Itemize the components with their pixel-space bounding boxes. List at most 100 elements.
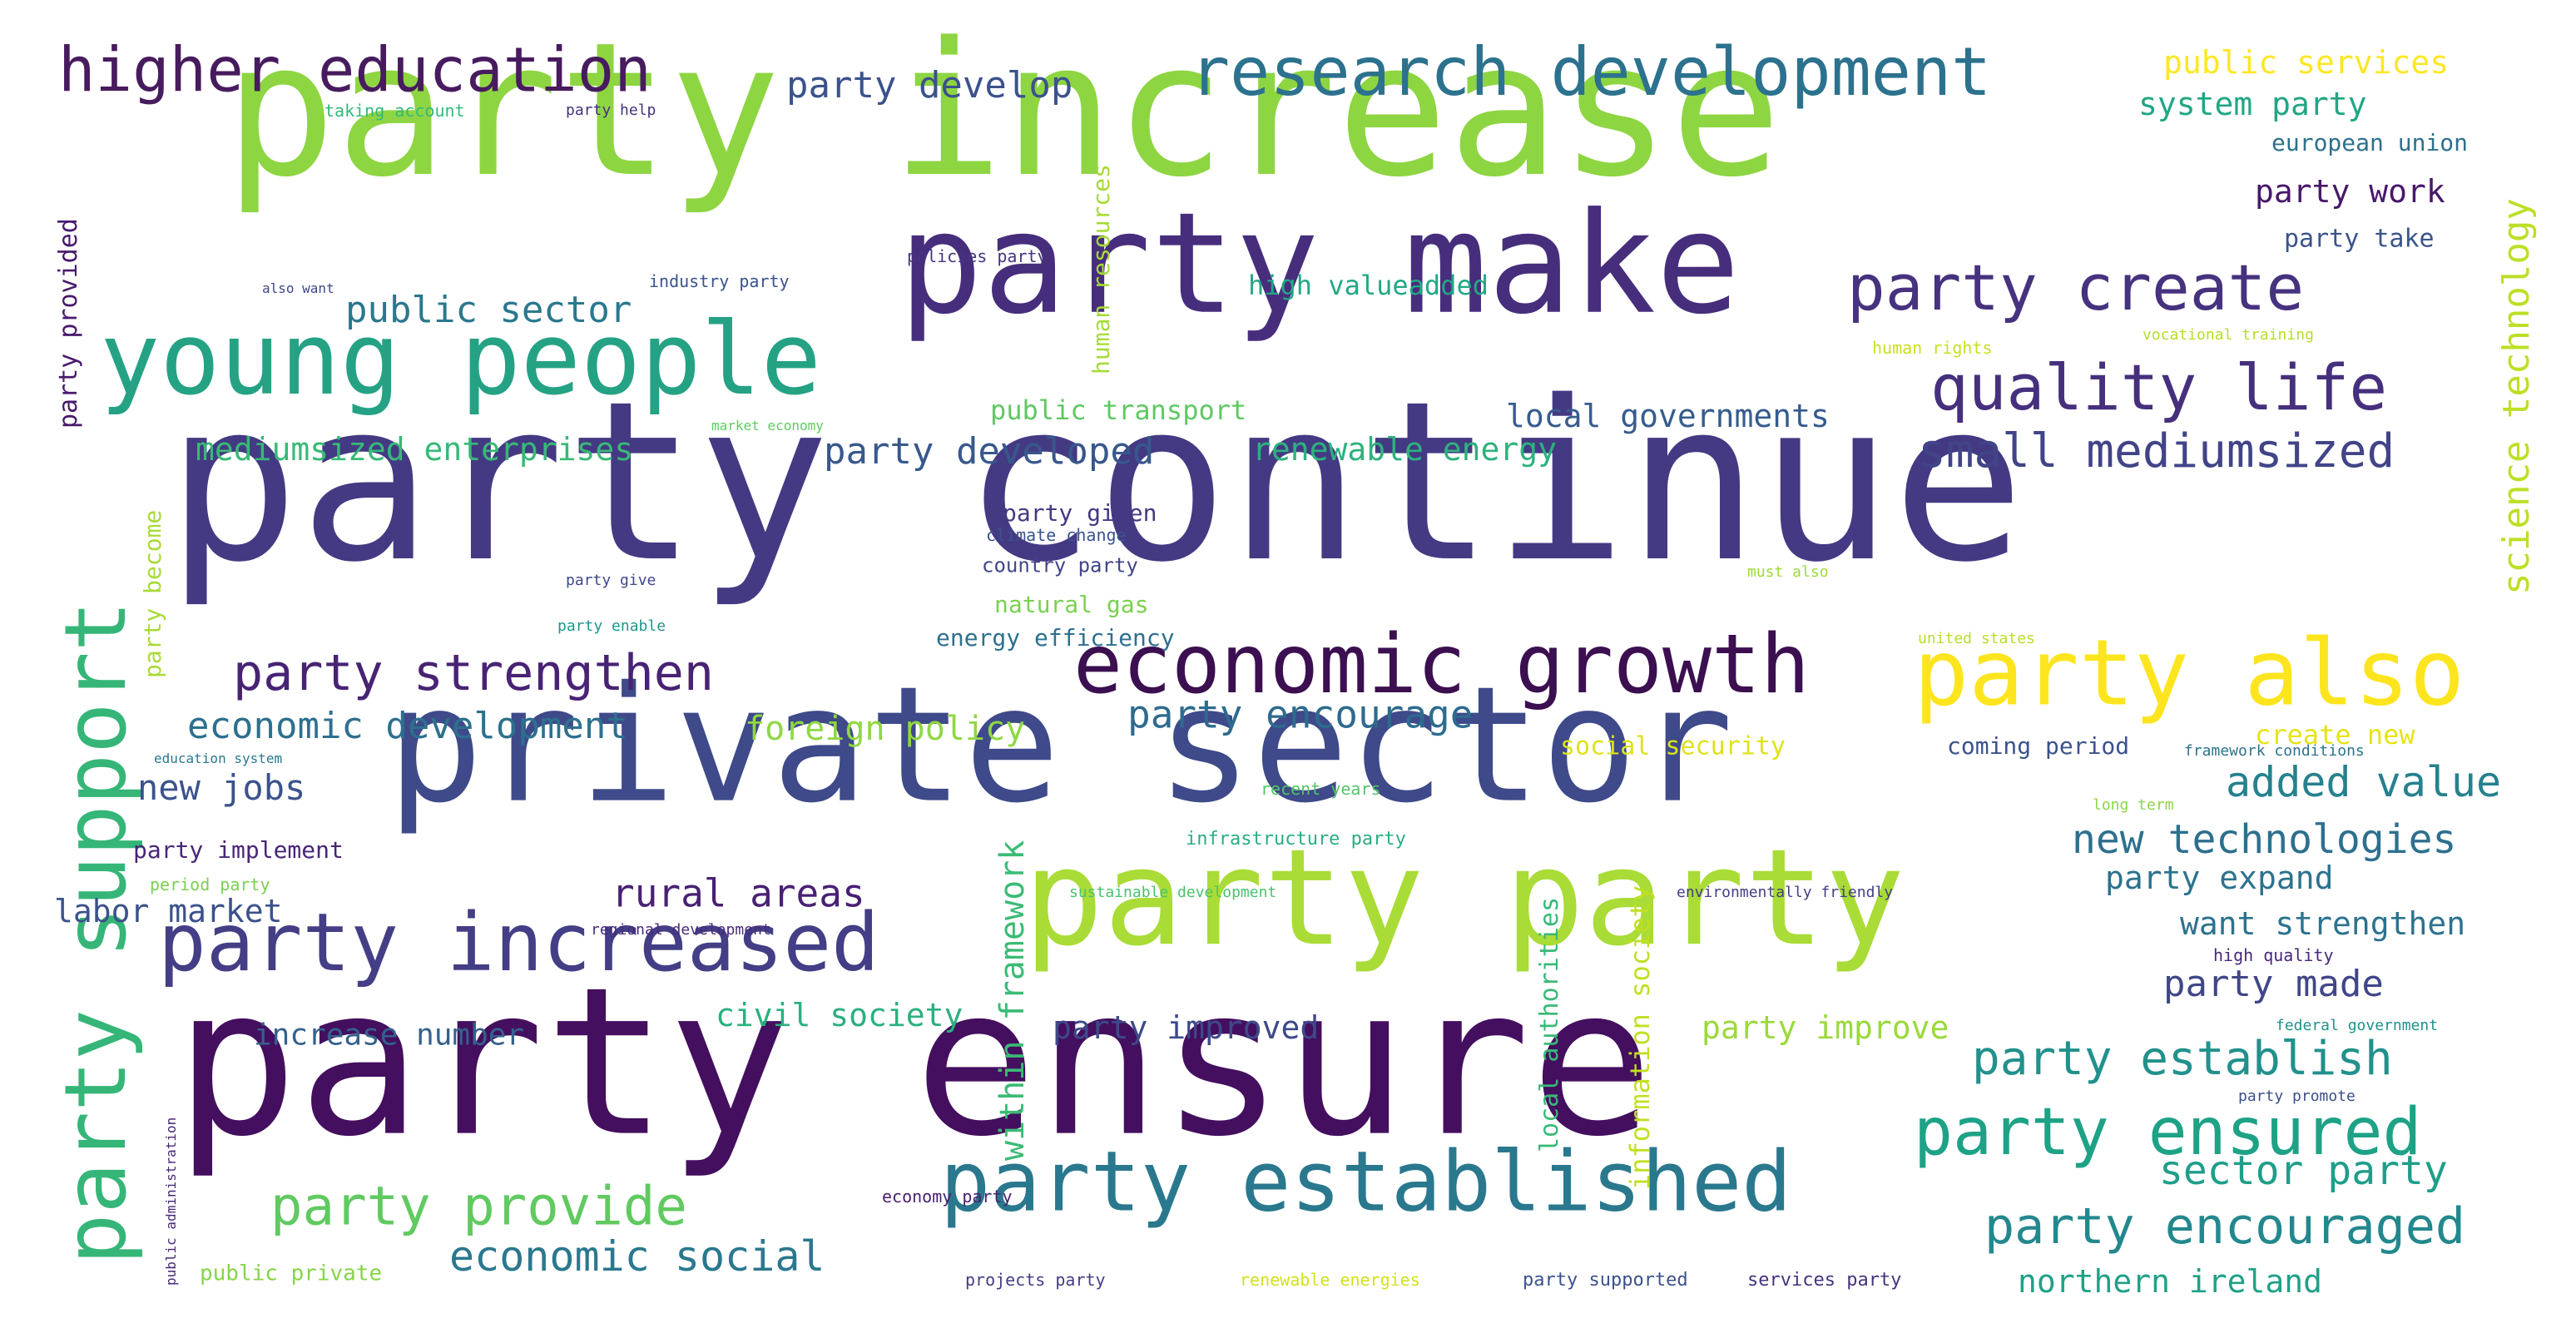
word-party-become: party become — [139, 510, 166, 678]
word-human-resources: human resources — [1087, 164, 1115, 374]
word-increase-number: increase number — [254, 1018, 524, 1053]
word-foreign-policy: foreign policy — [745, 710, 1025, 748]
word-energy-efficiency: energy efficiency — [936, 624, 1175, 652]
word-european-union: european union — [2271, 129, 2468, 156]
word-new-jobs: new jobs — [137, 767, 305, 808]
word-want-strengthen: want strengthen — [2180, 905, 2465, 942]
word-long-term: long term — [2093, 796, 2174, 814]
word-added-value: added value — [2226, 758, 2501, 806]
word-new-technologies: new technologies — [2072, 816, 2456, 863]
word-services-party: services party — [1747, 1270, 1901, 1291]
word-climate-change: climate change — [986, 525, 1127, 545]
word-also-want: also want — [262, 280, 334, 296]
word-party-made: party made — [2163, 963, 2384, 1005]
word-young-people: young people — [100, 302, 821, 418]
word-information-society: information society — [1624, 885, 1656, 1190]
word-economic-development: economic development — [187, 705, 628, 747]
word-local-governments: local governments — [1506, 398, 1830, 434]
word-within-framework: within framework — [993, 840, 1032, 1161]
word-economy-party: economy party — [882, 1187, 1013, 1207]
word-public-services: public services — [2163, 44, 2449, 81]
word-party-implement: party implement — [133, 836, 344, 864]
word-vocational-training: vocational training — [2143, 326, 2314, 344]
word-party-expand: party expand — [2105, 860, 2334, 896]
word-party-develop: party develop — [786, 64, 1073, 107]
word-federal-government: federal government — [2276, 1017, 2438, 1034]
word-research-development: research development — [1190, 33, 1991, 111]
word-infrastructure-party: infrastructure party — [1186, 829, 1406, 850]
word-recent-years: recent years — [1261, 779, 1381, 799]
word-party-provided: party provided — [54, 218, 83, 429]
word-coming-period: coming period — [1947, 732, 2129, 760]
word-public-administration: public administration — [163, 1117, 179, 1286]
word-natural-gas: natural gas — [994, 591, 1148, 618]
word-party-create: party create — [1847, 250, 2304, 325]
word-party-establish: party establish — [1972, 1032, 2393, 1086]
word-private-sector: private sector — [387, 653, 1733, 839]
word-mediumsized-enterprises: mediumsized enterprises — [196, 431, 633, 468]
word-northern-ireland: northern ireland — [2018, 1263, 2322, 1300]
word-party-encourage: party encourage — [1127, 691, 1473, 736]
word-party-supported: party supported — [1523, 1270, 1688, 1291]
word-party-also: party also — [1914, 620, 2465, 726]
word-economic-social: economic social — [449, 1232, 825, 1281]
word-party-increased: party increased — [158, 896, 879, 989]
word-labor-market: labor market — [54, 893, 283, 929]
word-projects-party: projects party — [965, 1270, 1106, 1290]
word-public-transport: public transport — [990, 394, 1246, 426]
word-country-party: country party — [982, 554, 1138, 577]
word-industry-party: industry party — [649, 271, 790, 291]
word-renewable-energies: renewable energies — [1240, 1270, 1420, 1290]
word-party-support: party support — [47, 601, 146, 1265]
word-renewable-energy: renewable energy — [1252, 431, 1557, 468]
word-must-also: must also — [1747, 563, 1829, 581]
word-science-technology: science technology — [2495, 198, 2538, 595]
word-party-make: party make — [899, 182, 1740, 345]
word-environmentally-friendly: environmentally friendly — [1677, 884, 1893, 901]
word-rural-areas: rural areas — [612, 870, 865, 915]
word-taking-account: taking account — [324, 101, 465, 121]
word-regional-development: regional development — [591, 921, 771, 939]
word-party-promote: party promote — [2238, 1088, 2356, 1105]
word-high-valueadded: high valueadded — [1248, 270, 1489, 301]
word-party-provide: party provide — [270, 1176, 687, 1237]
word-party-work: party work — [2255, 173, 2445, 210]
word-party-help: party help — [566, 102, 656, 119]
word-sector-party: sector party — [2159, 1147, 2448, 1194]
word-quality-life: quality life — [1930, 350, 2387, 424]
word-economic-growth: economic growth — [1073, 617, 1810, 712]
word-party-given: party given — [1003, 499, 1157, 527]
word-small-mediumsized: small mediumsized — [1918, 424, 2395, 478]
word-civil-society: civil society — [716, 997, 963, 1033]
word-party-take: party take — [2284, 225, 2435, 254]
word-period-party: period party — [150, 875, 270, 894]
word-sustainable-development: sustainable development — [1069, 884, 1276, 901]
word-party-enable: party enable — [557, 617, 666, 635]
word-party-improved: party improved — [1053, 1009, 1319, 1046]
word-party-give: party give — [566, 572, 656, 589]
word-framework-conditions: framework conditions — [2184, 742, 2365, 760]
word-local-authorities: local authorities — [1535, 897, 1564, 1152]
word-party-increase: party increase — [225, 3, 1781, 218]
word-party-strengthen: party strengthen — [233, 644, 714, 702]
word-party-ensure: party ensure — [175, 944, 1653, 1182]
word-party-continue: party continue — [166, 354, 2025, 611]
word-party-encouraged: party encouraged — [1984, 1197, 2465, 1256]
word-public-private: public private — [200, 1261, 382, 1286]
word-high-quality: high quality — [2213, 945, 2334, 965]
word-party-developed: party developed — [824, 430, 1154, 473]
word-party-ensured: party ensured — [1914, 1095, 2421, 1170]
word-public-sector: public sector — [345, 289, 632, 331]
word-policies-party: policies party — [907, 246, 1048, 266]
word-party-established: party established — [940, 1132, 1792, 1230]
word-party-party: party party — [1023, 820, 1905, 975]
word-higher-education: higher education — [58, 34, 651, 106]
word-system-party: system party — [2138, 86, 2367, 122]
word-party-improve: party improve — [1702, 1009, 1949, 1046]
word-market-economy: market economy — [711, 418, 824, 434]
word-human-rights: human rights — [1872, 338, 1993, 358]
word-create-new: create new — [2255, 719, 2415, 751]
word-united-states: united states — [1918, 630, 2035, 647]
